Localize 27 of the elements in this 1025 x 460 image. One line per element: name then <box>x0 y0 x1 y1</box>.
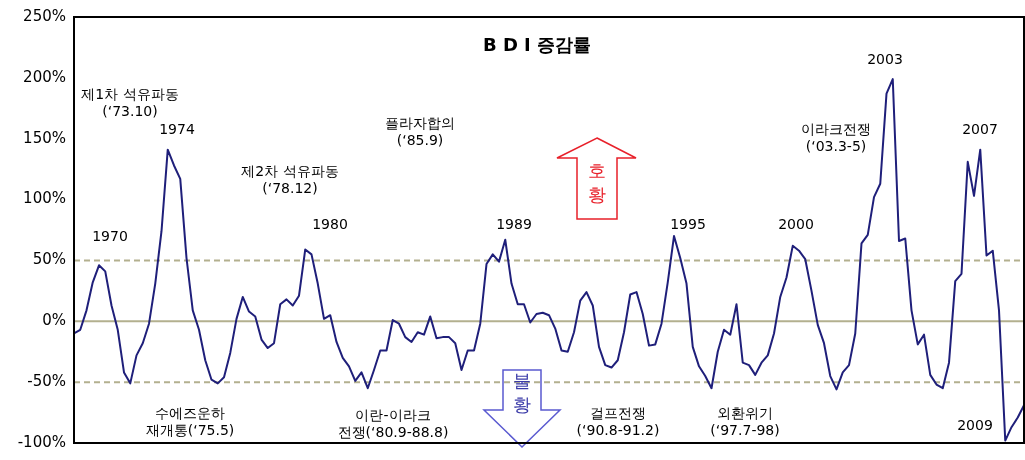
y-tick-label: -100% <box>17 432 66 451</box>
annotation: 1974 <box>159 120 195 137</box>
annotation: 플라자합의 (‘85.9) <box>385 114 455 148</box>
y-tick-label: -50% <box>27 372 66 391</box>
annotation: 1970 <box>92 227 128 244</box>
annotation: 제2차 석유파동 (‘78.12) <box>241 162 339 196</box>
y-tick-label: 0% <box>42 311 66 330</box>
y-tick-label: 200% <box>23 67 66 86</box>
y-tick-label: 100% <box>23 189 66 208</box>
annotation: 이라크전쟁 (‘03.3-5) <box>801 120 871 154</box>
annotation: 제1차 석유파동 (‘73.10) <box>81 85 179 119</box>
annotation: 2007 <box>962 120 998 137</box>
annotation: 1989 <box>496 215 532 232</box>
annotation: 이란-이라크 전쟁(‘80.9-88.8) <box>337 406 449 440</box>
annotation: 호황 <box>588 159 606 205</box>
annotation: 1980 <box>312 215 348 232</box>
annotation: 2003 <box>867 50 903 67</box>
annotation: 외환위기 (‘97.7-98) <box>710 404 780 438</box>
annotation: 2000 <box>778 215 814 232</box>
annotation: 2009 <box>957 416 993 433</box>
text: B D I 증감률 <box>482 33 592 55</box>
annotation: 수에즈운하 재개통(‘75.5) <box>145 404 235 438</box>
y-tick-label: 50% <box>32 250 66 269</box>
annotation: 걸프전쟁 (‘90.8-91.2) <box>576 404 660 438</box>
annotation: 1995 <box>670 215 706 232</box>
y-tick-label: 250% <box>23 6 66 25</box>
y-tick-label: 150% <box>23 128 66 147</box>
